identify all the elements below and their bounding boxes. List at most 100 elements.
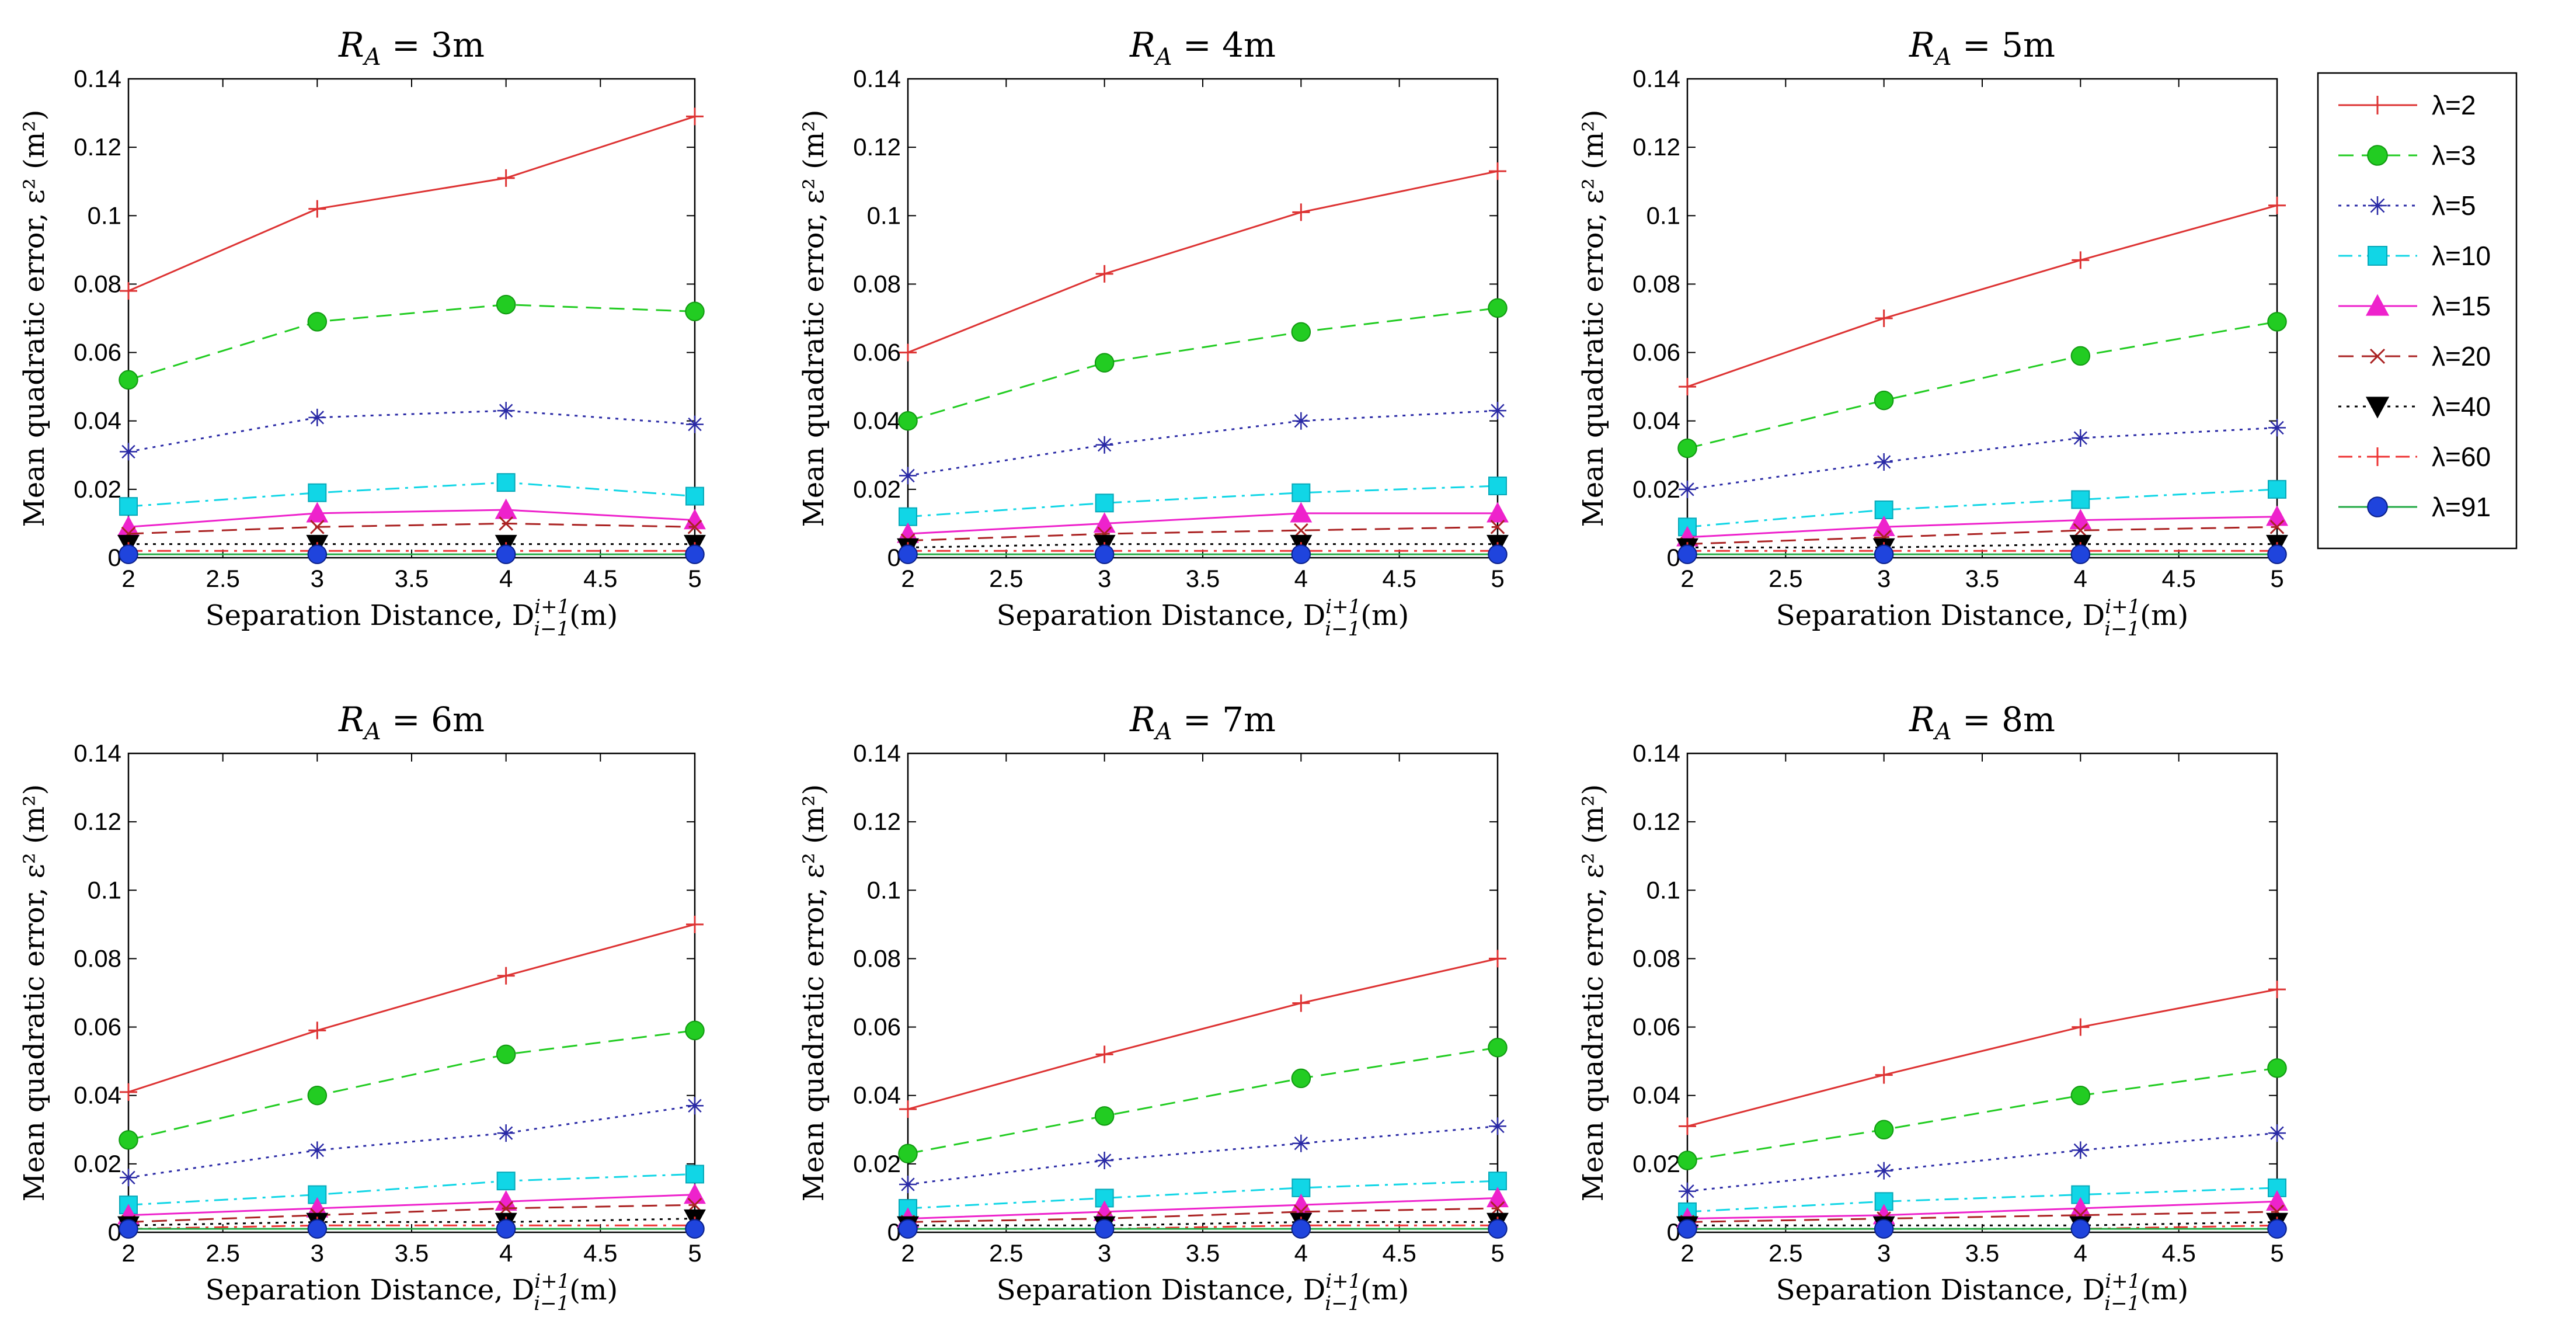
plot-area bbox=[907, 78, 1499, 559]
x-tick-label: 2 bbox=[1680, 565, 1694, 592]
data-point bbox=[1488, 1219, 1508, 1239]
series-line bbox=[1687, 516, 2278, 538]
y-tick-label: 0.06 bbox=[74, 339, 121, 366]
series-line bbox=[1687, 426, 2278, 491]
plot-area bbox=[127, 752, 696, 1233]
y-tick-label: 0.12 bbox=[74, 133, 121, 161]
data-point bbox=[1488, 477, 1507, 495]
data-point bbox=[1291, 544, 1311, 564]
y-tick-label: 0 bbox=[108, 544, 121, 571]
series-line bbox=[128, 923, 695, 1093]
data-point bbox=[496, 294, 516, 315]
data-point bbox=[1487, 502, 1509, 523]
x-tick-label: 4 bbox=[2074, 1239, 2087, 1267]
series-line bbox=[1687, 1200, 2278, 1220]
y-axis-label: Mean quadratic error, ε² (m²) bbox=[798, 110, 830, 527]
series-line bbox=[128, 1224, 695, 1230]
data-point bbox=[1679, 1117, 1696, 1135]
x-tick-label: 3 bbox=[1098, 565, 1111, 592]
x-tick-label: 2.5 bbox=[206, 565, 239, 592]
data-point bbox=[684, 509, 706, 530]
x-tick-label: 5 bbox=[2270, 1239, 2283, 1267]
data-point bbox=[899, 1176, 917, 1193]
chart-panel: 0 0.02 0.04 0.06 0.08 0.1 0.12 0.14 2 2.5 3 3.5 4 4.5… bbox=[798, 700, 1509, 1315]
series-line bbox=[128, 1204, 695, 1223]
data-point bbox=[899, 343, 917, 362]
data-point bbox=[898, 1144, 918, 1164]
data-point bbox=[310, 519, 325, 534]
chart-title: RA = 7m bbox=[1129, 700, 1276, 745]
x-axis-label: Separation Distance, Di+1 i−1(m) bbox=[1776, 595, 2188, 641]
series-line bbox=[907, 1180, 1498, 1210]
chart-title: RA = 8m bbox=[1909, 700, 2055, 745]
data-point bbox=[120, 443, 137, 461]
data-point bbox=[120, 282, 137, 300]
legend-label: λ=20 bbox=[2432, 341, 2491, 371]
y-axis-label: Mean quadratic error, ε² (m²) bbox=[18, 110, 51, 527]
x-tick-label: 2.5 bbox=[1769, 1239, 1802, 1267]
x-tick-label: 5 bbox=[688, 565, 701, 592]
data-point bbox=[898, 544, 918, 564]
series-line bbox=[1687, 988, 2278, 1127]
data-point bbox=[687, 519, 702, 534]
data-point bbox=[1292, 994, 1310, 1012]
x-tick-label: 4.5 bbox=[2161, 1239, 2195, 1267]
plot-area bbox=[127, 78, 696, 559]
series-line bbox=[128, 409, 695, 453]
data-point bbox=[1488, 1037, 1508, 1058]
x-tick-label: 4.5 bbox=[1382, 1239, 1416, 1267]
x-tick-label: 4.5 bbox=[2161, 565, 2195, 592]
series-line bbox=[1687, 1132, 2278, 1193]
series-line bbox=[1687, 1221, 2278, 1226]
data-point bbox=[2267, 1219, 2287, 1239]
data-point bbox=[1291, 322, 1311, 342]
data-point bbox=[2268, 419, 2286, 437]
data-point bbox=[2072, 1141, 2090, 1159]
y-axis-label: Mean quadratic error, ε² (m²) bbox=[18, 784, 51, 1202]
data-point bbox=[2266, 1190, 2288, 1211]
x-tick-label: 2.5 bbox=[989, 565, 1023, 592]
series-line bbox=[1687, 321, 2278, 450]
data-point bbox=[308, 408, 326, 426]
data-point bbox=[685, 1020, 705, 1041]
data-point bbox=[1677, 1151, 1697, 1170]
data-point bbox=[496, 1219, 516, 1239]
data-point bbox=[1874, 390, 1894, 411]
y-tick-label: 0.04 bbox=[74, 407, 121, 435]
data-point bbox=[120, 1083, 137, 1101]
legend-marker bbox=[2368, 96, 2387, 114]
series-line bbox=[1687, 526, 2278, 545]
y-tick-label: 0.04 bbox=[1632, 407, 1680, 435]
chart-title: RA = 3m bbox=[338, 25, 485, 71]
chart-panel: 0 0.02 0.04 0.06 0.08 0.1 0.12 0.14 2 2.5 3 3.5 4 4.5… bbox=[798, 25, 1509, 641]
series-line bbox=[907, 307, 1498, 422]
y-tick-label: 0.02 bbox=[1632, 1150, 1680, 1177]
series-line bbox=[128, 304, 695, 381]
data-point bbox=[2070, 544, 2091, 564]
series-line bbox=[907, 1125, 1498, 1186]
y-tick-label: 0.14 bbox=[853, 739, 901, 767]
data-point bbox=[1677, 1219, 1697, 1239]
data-point bbox=[686, 415, 704, 433]
data-point bbox=[2269, 519, 2285, 534]
x-tick-label: 3 bbox=[311, 1239, 324, 1267]
data-point bbox=[496, 473, 516, 492]
y-tick-label: 0.02 bbox=[1632, 475, 1680, 503]
series-line bbox=[128, 509, 695, 528]
series-line bbox=[1687, 1211, 2278, 1223]
series-line bbox=[907, 1047, 1498, 1155]
data-point bbox=[685, 1165, 704, 1184]
y-tick-label: 0.02 bbox=[853, 1150, 901, 1177]
data-point bbox=[1489, 402, 1506, 420]
series-line bbox=[907, 957, 1498, 1110]
y-tick-label: 0.1 bbox=[1646, 876, 1680, 903]
series-line bbox=[907, 512, 1498, 535]
data-point bbox=[497, 1124, 515, 1142]
y-tick-label: 0.08 bbox=[1632, 270, 1680, 297]
data-point bbox=[686, 107, 704, 126]
data-point bbox=[1677, 438, 1697, 458]
x-axis-label: Separation Distance, Di+1 i−1(m) bbox=[206, 595, 618, 641]
data-point bbox=[119, 370, 138, 390]
y-tick-label: 0.08 bbox=[74, 944, 121, 972]
chart-title: RA = 4m bbox=[1129, 25, 1276, 71]
